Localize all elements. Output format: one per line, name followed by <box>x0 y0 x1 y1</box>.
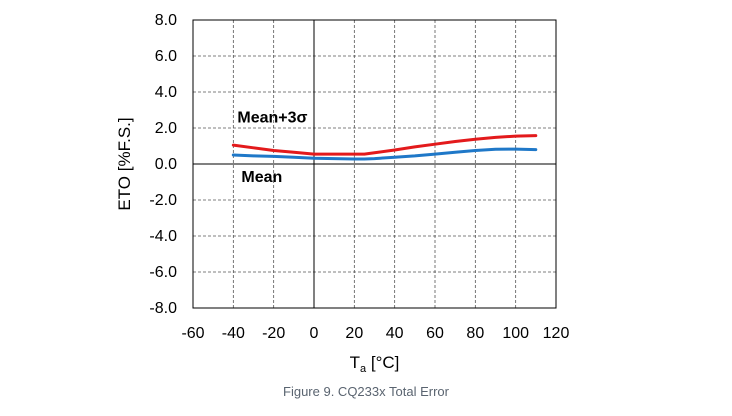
x-tick-label: 20 <box>345 325 363 342</box>
series-line-mean <box>231 147 538 161</box>
x-tick-label: 100 <box>502 325 529 342</box>
y-tick-label: -8.0 <box>149 300 177 317</box>
x-tick-label: -40 <box>222 325 245 342</box>
x-tick-label: -20 <box>262 325 285 342</box>
y-axis-title: ETO [%F.S.] <box>115 117 134 210</box>
annotation-mean-plus-3sigma: Mean+3σ <box>237 110 307 127</box>
y-tick-label: 2.0 <box>155 120 177 137</box>
y-tick-label: 4.0 <box>155 84 177 101</box>
y-tick-label: -2.0 <box>149 192 177 209</box>
annotation-mean: Mean <box>241 169 282 186</box>
series-line-mean-plus-3sigma <box>231 134 538 156</box>
y-tick-label: -4.0 <box>149 228 177 245</box>
x-tick-label: 0 <box>310 325 319 342</box>
y-tick-label: 6.0 <box>155 48 177 65</box>
x-tick-label: -60 <box>181 325 204 342</box>
y-tick-label: 8.0 <box>155 12 177 29</box>
x-tick-label: 40 <box>386 325 404 342</box>
x-tick-label: 60 <box>426 325 444 342</box>
chart-svg: 8.0 6.0 4.0 2.0 0.0 -2.0 -4.0 -6.0 -8.0-60 -40 -20… <box>115 12 570 375</box>
x-axis-title: Ta [°C] <box>350 353 400 375</box>
x-tick-label: 120 <box>543 325 570 342</box>
plot-frame <box>192 19 557 309</box>
x-tick-label: 80 <box>466 325 484 342</box>
figure-caption: Figure 9. CQ233x Total Error <box>283 384 449 399</box>
y-tick-label: 0.0 <box>155 156 177 173</box>
y-tick-label: -6.0 <box>149 264 177 281</box>
